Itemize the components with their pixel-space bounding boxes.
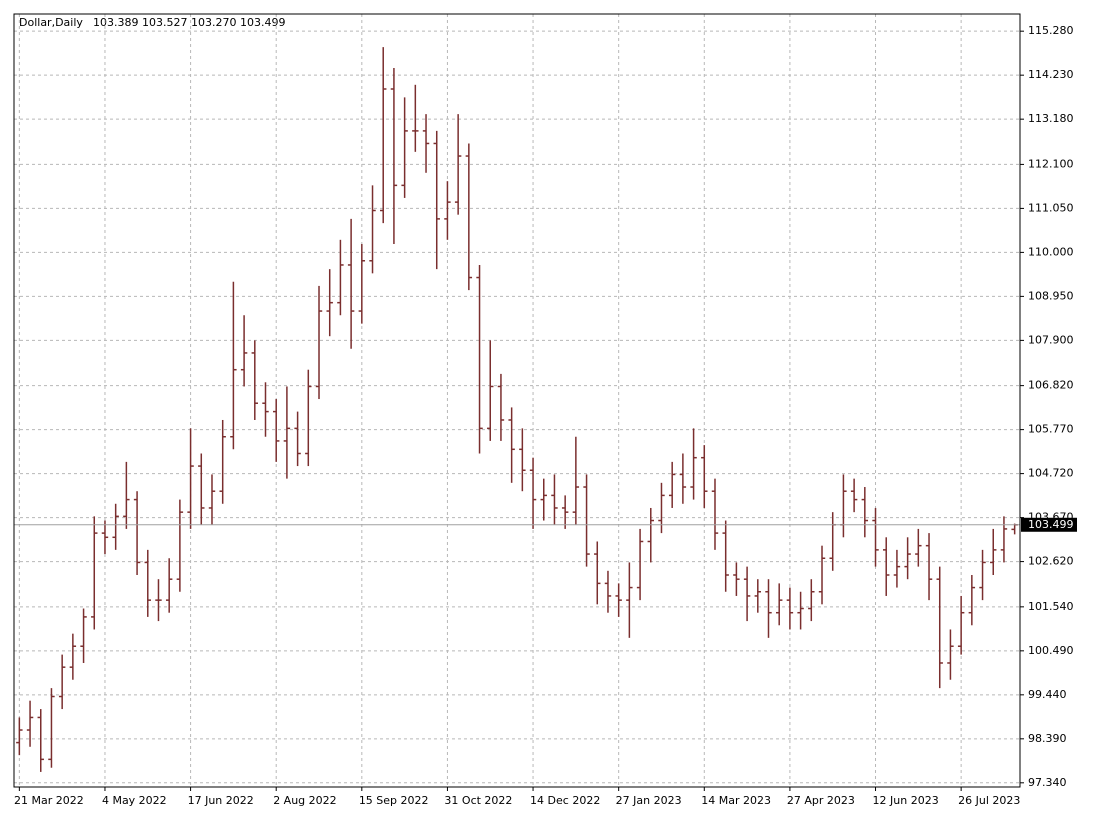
y-tick-label: 110.000: [1028, 245, 1074, 258]
y-tick-label: 113.180: [1028, 112, 1074, 125]
y-tick-label: 105.770: [1028, 423, 1074, 436]
x-tick-label: 17 Jun 2022: [188, 794, 254, 807]
y-tick-label: 108.950: [1028, 289, 1074, 302]
y-tick-label: 101.540: [1028, 600, 1074, 613]
last-price-label: 103.499: [1028, 518, 1074, 531]
last-price-box: [1021, 517, 1077, 532]
x-tick-label: 12 Jun 2023: [873, 794, 939, 807]
x-tick-label: 21 Mar 2022: [14, 794, 84, 807]
ohlc-info: 103.389 103.527 103.270 103.499: [93, 16, 285, 29]
y-tick-label: 106.820: [1028, 379, 1074, 392]
y-tick-label: 115.280: [1028, 24, 1074, 37]
x-tick-label: 27 Jan 2023: [616, 794, 682, 807]
x-tick-label: 4 May 2022: [102, 794, 167, 807]
plot-frame: [13, 13, 1021, 788]
y-tick-label: 114.230: [1028, 68, 1074, 81]
x-tick-label: 27 Apr 2023: [787, 794, 855, 807]
y-tick-label: 98.390: [1028, 732, 1067, 745]
y-tick-label: 97.340: [1028, 776, 1067, 789]
y-tick-label: 104.720: [1028, 467, 1074, 480]
x-tick-label: 14 Dec 2022: [530, 794, 600, 807]
x-tick-label: 15 Sep 2022: [359, 794, 429, 807]
x-tick-label: 14 Mar 2023: [701, 794, 771, 807]
y-tick-label: 112.100: [1028, 157, 1074, 170]
y-tick-label: 111.050: [1028, 201, 1074, 214]
y-tick-label: 102.620: [1028, 555, 1074, 568]
chart-title: Dollar,Daily: [19, 16, 83, 29]
x-tick-label: 26 Jul 2023: [958, 794, 1020, 807]
y-tick-label: 107.900: [1028, 333, 1074, 346]
y-tick-label: 100.490: [1028, 644, 1074, 657]
x-tick-label: 2 Aug 2022: [273, 794, 336, 807]
y-tick-label: 99.440: [1028, 688, 1067, 701]
x-tick-label: 31 Oct 2022: [444, 794, 512, 807]
